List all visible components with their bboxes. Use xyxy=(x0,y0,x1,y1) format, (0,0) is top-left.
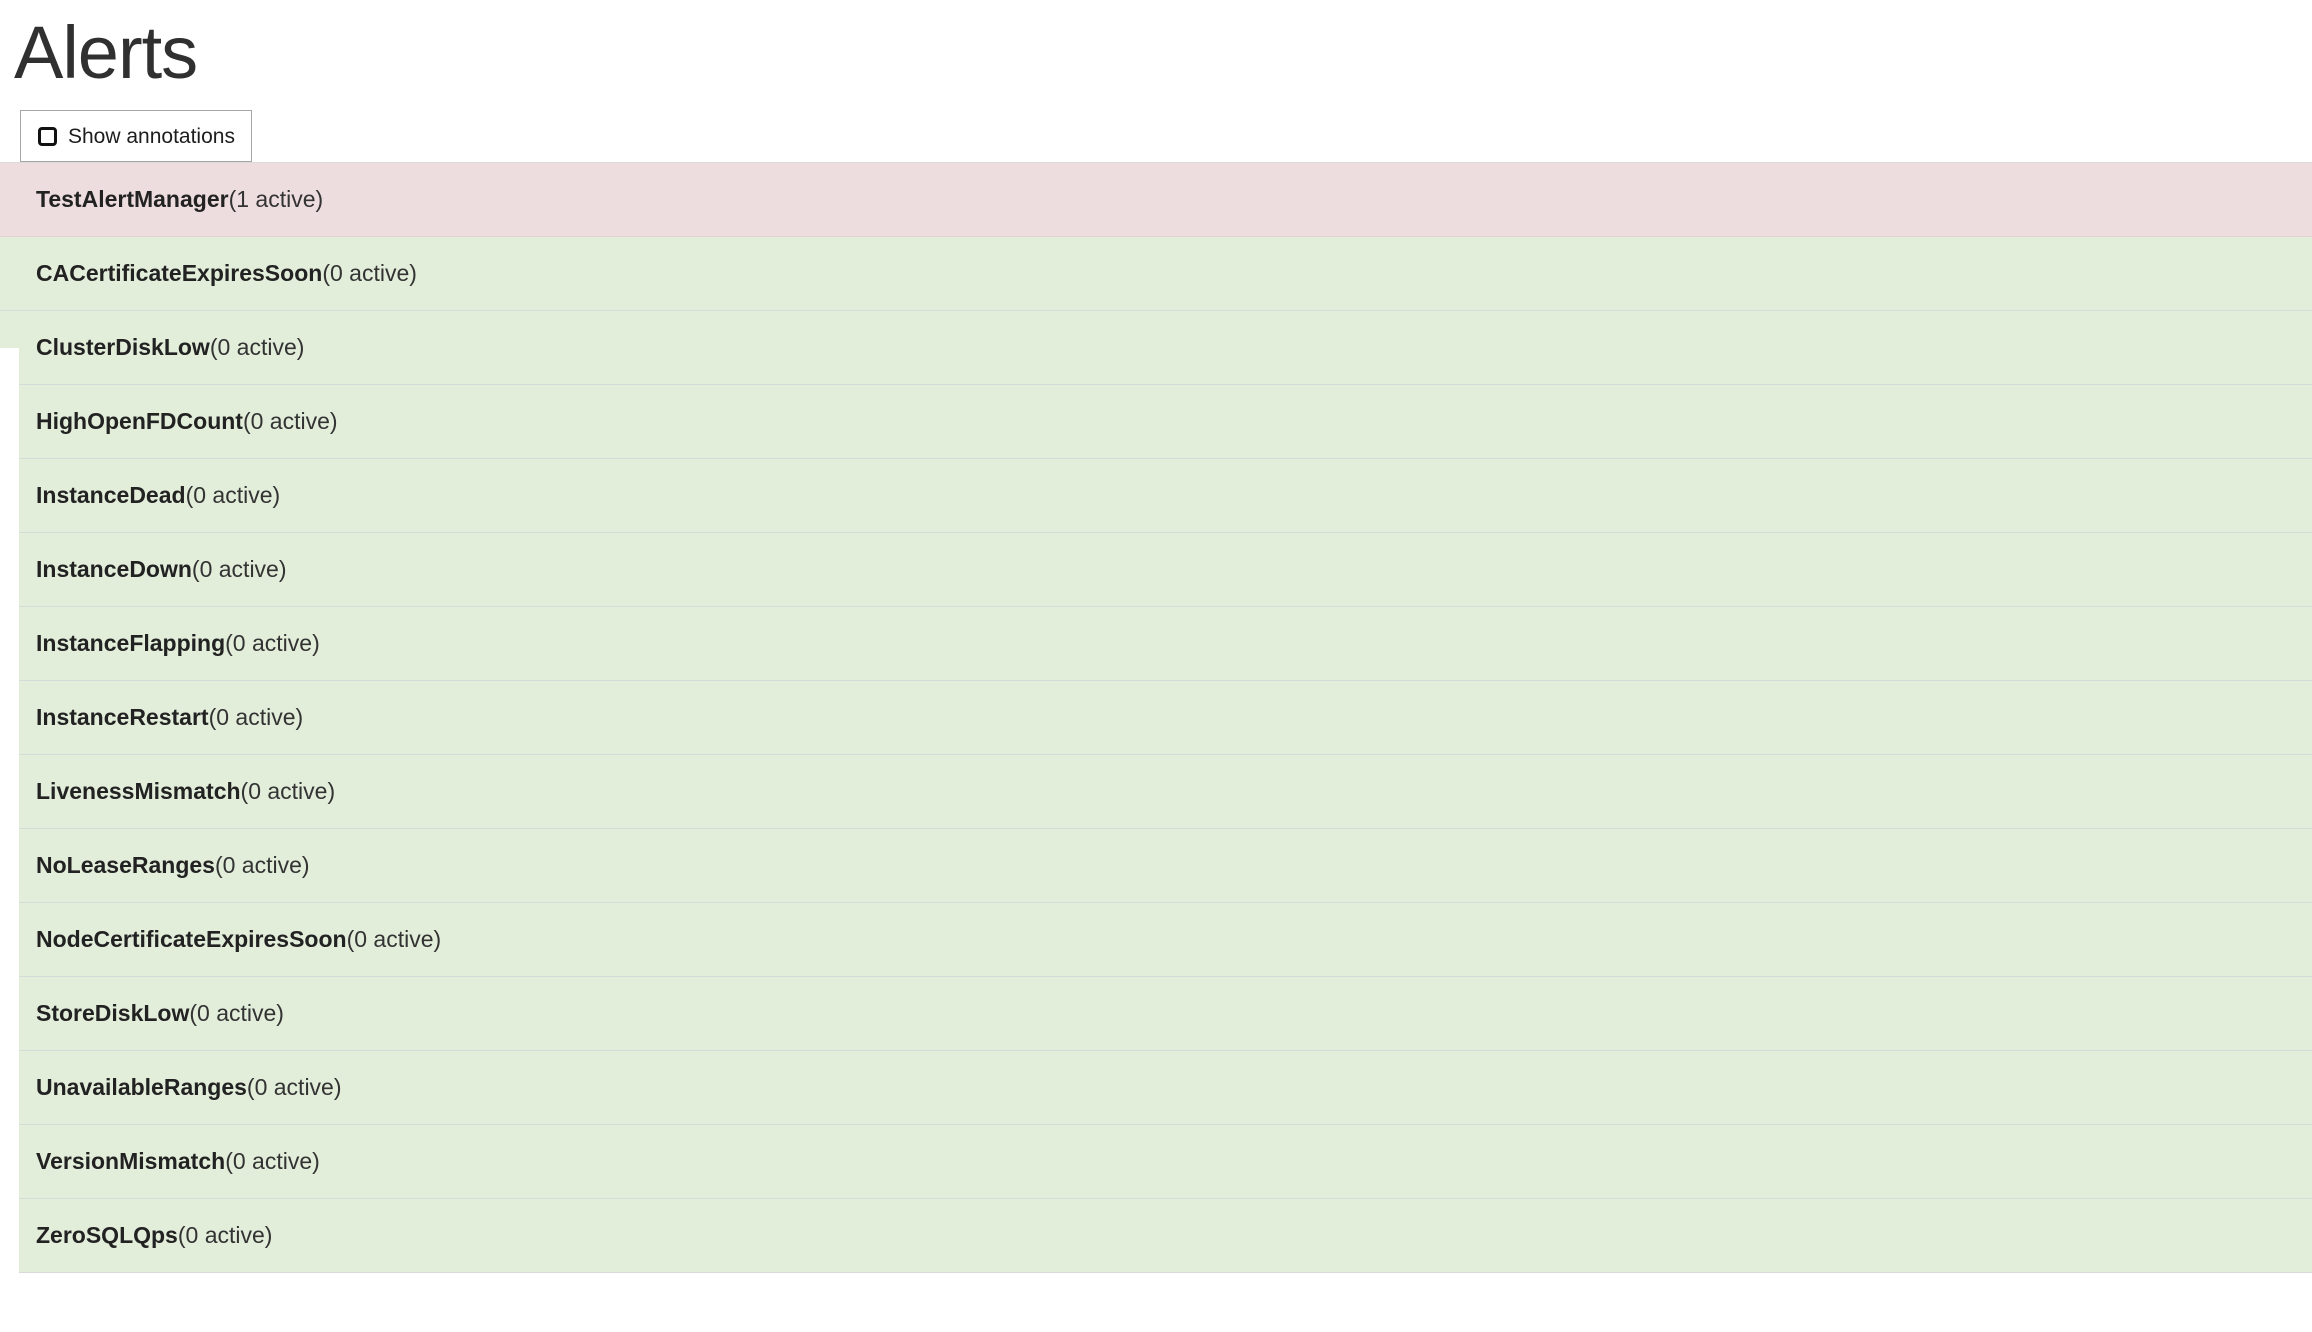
alert-name: ClusterDiskLow xyxy=(36,334,210,360)
alert-row[interactable]: TestAlertManager (1 active) xyxy=(0,163,2312,237)
alert-row[interactable]: HighOpenFDCount (0 active) xyxy=(0,385,2312,459)
alert-name: TestAlertManager xyxy=(36,186,229,212)
alert-active-count: (0 active) xyxy=(214,852,310,878)
alert-active-count: (0 active) xyxy=(177,1222,273,1248)
alert-name: LivenessMismatch xyxy=(36,778,241,804)
page-title: Alerts xyxy=(14,11,198,94)
alert-name: InstanceDead xyxy=(36,482,186,508)
alert-name: UnavailableRanges xyxy=(36,1074,247,1100)
alert-row[interactable]: ClusterDiskLow (0 active) xyxy=(0,311,2312,385)
alert-row[interactable]: ZeroSQLQps (0 active) xyxy=(0,1199,2312,1273)
alert-row[interactable]: NodeCertificateExpiresSoon (0 active) xyxy=(0,903,2312,977)
toolbar: Show annotations xyxy=(0,90,2312,162)
alert-row[interactable]: UnavailableRanges (0 active) xyxy=(0,1051,2312,1125)
show-annotations-label: Show annotations xyxy=(68,124,235,148)
alert-row[interactable]: CACertificateExpiresSoon (0 active) xyxy=(0,237,2312,311)
alert-name: StoreDiskLow xyxy=(36,1000,190,1026)
alert-row[interactable]: StoreDiskLow (0 active) xyxy=(0,977,2312,1051)
alert-active-count: (0 active) xyxy=(225,630,320,656)
alert-row[interactable]: InstanceRestart (0 active) xyxy=(0,681,2312,755)
alert-active-count: (0 active) xyxy=(225,1148,320,1174)
alert-row[interactable]: LivenessMismatch (0 active) xyxy=(0,755,2312,829)
alert-row[interactable]: InstanceFlapping (0 active) xyxy=(0,607,2312,681)
alert-row[interactable]: InstanceDown (0 active) xyxy=(0,533,2312,607)
alert-name: CACertificateExpiresSoon xyxy=(36,260,323,286)
alert-row[interactable]: VersionMismatch (0 active) xyxy=(0,1125,2312,1199)
alert-active-count: (0 active) xyxy=(240,778,336,804)
alert-name: InstanceDown xyxy=(36,556,192,582)
alert-name: NoLeaseRanges xyxy=(36,852,215,878)
alert-active-count: (0 active) xyxy=(346,926,442,952)
alert-name: InstanceFlapping xyxy=(36,630,226,656)
alert-list: TestAlertManager (1 active) CACertificate… xyxy=(0,162,2312,1273)
alert-name: ZeroSQLQps xyxy=(36,1222,178,1248)
show-annotations-button[interactable]: Show annotations xyxy=(20,110,252,162)
alert-active-count: (0 active) xyxy=(242,408,338,434)
alert-list-wrapper: TestAlertManager (1 active) CACertificate… xyxy=(0,162,2312,1273)
alert-name: HighOpenFDCount xyxy=(36,408,243,434)
alert-active-count: (0 active) xyxy=(189,1000,284,1026)
alert-row[interactable]: InstanceDead (0 active) xyxy=(0,459,2312,533)
alert-row[interactable]: NoLeaseRanges (0 active) xyxy=(0,829,2312,903)
checkbox-unchecked-icon xyxy=(38,126,57,146)
alert-active-count: (0 active) xyxy=(208,704,304,730)
alert-active-count: (1 active) xyxy=(228,186,324,212)
alert-name: VersionMismatch xyxy=(36,1148,226,1174)
alert-name: NodeCertificateExpiresSoon xyxy=(36,926,347,952)
alert-active-count: (0 active) xyxy=(191,556,287,582)
alert-name: InstanceRestart xyxy=(36,704,209,730)
alert-active-count: (0 active) xyxy=(246,1074,342,1100)
alert-active-count: (0 active) xyxy=(322,260,417,286)
alert-active-count: (0 active) xyxy=(209,334,305,360)
alert-active-count: (0 active) xyxy=(185,482,281,508)
